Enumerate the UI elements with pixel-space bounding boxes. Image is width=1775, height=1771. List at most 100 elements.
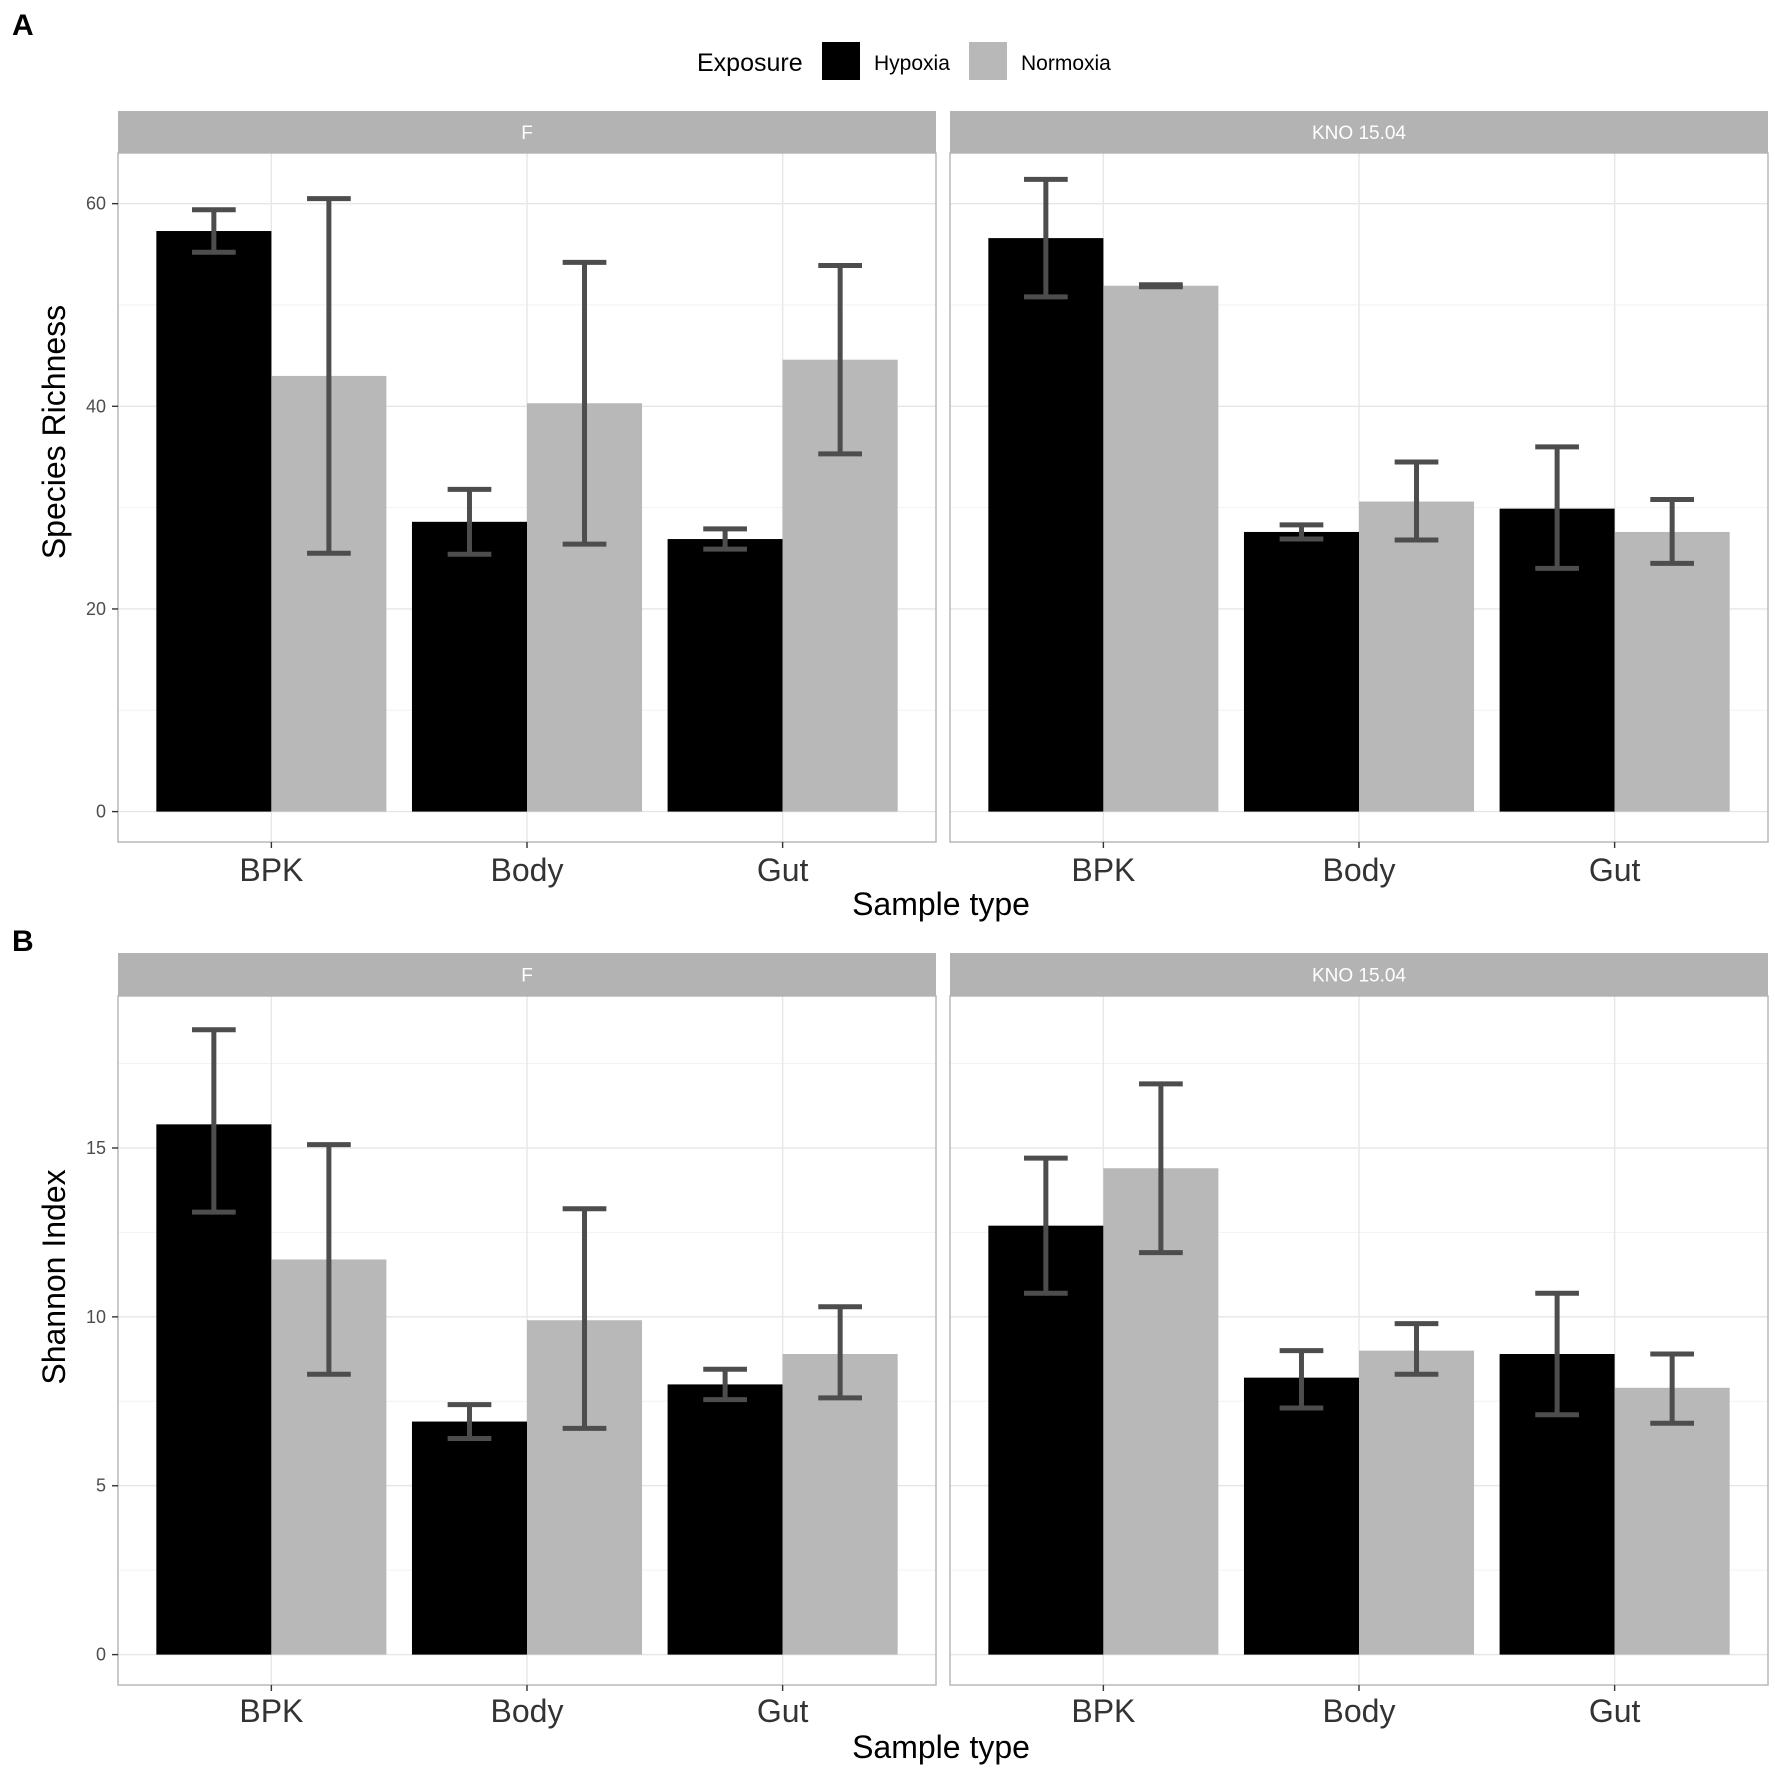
- error-bar: [1279, 1348, 1324, 1411]
- error-bar: [307, 1142, 351, 1377]
- x-tick-label: Body: [491, 1693, 564, 1729]
- panel-letter-b: B: [12, 925, 34, 958]
- error-bar: [703, 1366, 747, 1403]
- bar-normoxia: [1614, 1387, 1730, 1655]
- error-bar: [1279, 522, 1324, 542]
- error-bars: [1024, 1081, 1694, 1426]
- y-tick-label: 0: [96, 802, 106, 822]
- y-axis: 0 5 10 15: [86, 1138, 118, 1665]
- facet-strip: [950, 953, 1768, 996]
- bar-normoxia: [1614, 531, 1730, 812]
- facet-strip: [118, 953, 936, 996]
- panel-b: B F BPK Body Gut KNO 15.04 BPK Body Gut: [12, 925, 1769, 1765]
- bars: [988, 238, 1730, 812]
- error-bar: [447, 486, 492, 557]
- y-tick-label: 5: [96, 1476, 106, 1496]
- x-tick-marks: [1102, 1685, 1616, 1691]
- facet-b-f: F BPK Body Gut: [117, 953, 937, 1729]
- facet-strip-label: F: [521, 966, 533, 987]
- facet-strip-label: KNO 15.04: [1312, 123, 1406, 144]
- bar-hypoxia: [988, 238, 1104, 812]
- y-tick-label: 0: [96, 1645, 106, 1665]
- legend-label-hypoxia: Hypoxia: [874, 52, 950, 75]
- y-tick-label: 15: [86, 1138, 106, 1158]
- error-bar: [192, 207, 236, 255]
- error-bar: [818, 262, 862, 457]
- y-tick-marks: [112, 1147, 118, 1656]
- error-bar: [1024, 1155, 1068, 1296]
- x-tick-marks: [270, 1685, 784, 1691]
- facet-strip: [118, 111, 936, 153]
- y-tick-label: 10: [86, 1307, 106, 1327]
- error-bar: [447, 1402, 492, 1441]
- bar-hypoxia: [667, 539, 783, 812]
- error-bar: [192, 1027, 236, 1215]
- x-tick-label: BPK: [239, 1693, 303, 1729]
- y-tick-label: 40: [86, 396, 106, 416]
- panel-letter-a: A: [12, 9, 34, 42]
- bar-hypoxia: [1243, 1377, 1359, 1655]
- legend-key-hypoxia: [822, 42, 860, 80]
- x-tick-marks: [270, 842, 784, 848]
- error-bar: [1535, 444, 1579, 571]
- error-bar: [1139, 282, 1183, 290]
- bar-hypoxia: [411, 1421, 527, 1655]
- x-tick-label: BPK: [239, 852, 303, 888]
- x-tick-label: Gut: [757, 1693, 809, 1729]
- x-tick-label: BPK: [1071, 852, 1135, 888]
- x-tick-label: Body: [1323, 1693, 1396, 1729]
- facet-strip-label: KNO 15.04: [1312, 966, 1406, 987]
- bar-hypoxia: [988, 1225, 1104, 1655]
- bars: [156, 231, 898, 812]
- bar-hypoxia: [667, 1384, 783, 1655]
- facet-a-kno: KNO 15.04 BPK Body Gut: [949, 111, 1769, 888]
- bar-hypoxia: [1243, 531, 1359, 812]
- legend-title: Exposure: [697, 49, 803, 77]
- x-tick-label: Gut: [1589, 1693, 1641, 1729]
- error-bar: [703, 526, 747, 552]
- y-axis-title: Species Richness: [36, 305, 72, 559]
- error-bar: [1024, 176, 1068, 300]
- x-tick-marks: [1102, 842, 1616, 848]
- bar-normoxia: [1103, 285, 1219, 812]
- error-bar: [818, 1304, 862, 1401]
- error-bars: [192, 1027, 862, 1441]
- bar-normoxia: [1359, 1350, 1475, 1655]
- y-axis: 0 20 40 60: [86, 194, 118, 822]
- error-bar: [562, 1206, 607, 1431]
- error-bar: [1650, 1351, 1694, 1426]
- bar-normoxia: [782, 1354, 898, 1655]
- facet-b-kno: KNO 15.04 BPK Body Gut: [949, 953, 1769, 1729]
- legend-key-normoxia: [969, 42, 1007, 80]
- error-bar: [1394, 1321, 1439, 1377]
- x-axis-title: Sample type: [852, 886, 1030, 922]
- error-bar: [1650, 497, 1694, 566]
- x-tick-label: BPK: [1071, 1693, 1135, 1729]
- x-tick-label: Body: [1323, 852, 1396, 888]
- facet-a-f: F BPK Body Gut: [117, 111, 937, 888]
- facet-strip: [950, 111, 1768, 153]
- panel-a: A F BPK Body Gut KNO 15.04 BPK Body Gut: [12, 9, 1769, 922]
- bar-hypoxia: [411, 521, 527, 812]
- y-tick-marks: [112, 202, 118, 813]
- facet-strip-label: F: [521, 123, 533, 144]
- bars: [988, 1168, 1730, 1655]
- y-tick-label: 20: [86, 599, 106, 619]
- error-bars: [1024, 176, 1694, 571]
- error-bar: [1535, 1290, 1579, 1418]
- x-tick-label: Gut: [757, 852, 809, 888]
- legend-label-normoxia: Normoxia: [1021, 52, 1111, 75]
- x-tick-label: Gut: [1589, 852, 1641, 888]
- x-axis-title: Sample type: [852, 1729, 1030, 1765]
- error-bars: [192, 196, 862, 557]
- error-bar: [307, 196, 351, 556]
- legend: Exposure Hypoxia Normoxia: [697, 42, 1111, 80]
- bars: [156, 1124, 898, 1655]
- error-bar: [562, 259, 607, 547]
- error-bar: [1394, 459, 1439, 543]
- bar-hypoxia: [156, 231, 272, 812]
- x-tick-label: Body: [491, 852, 564, 888]
- y-axis-title: Shannon Index: [36, 1169, 72, 1384]
- y-tick-label: 60: [86, 194, 106, 214]
